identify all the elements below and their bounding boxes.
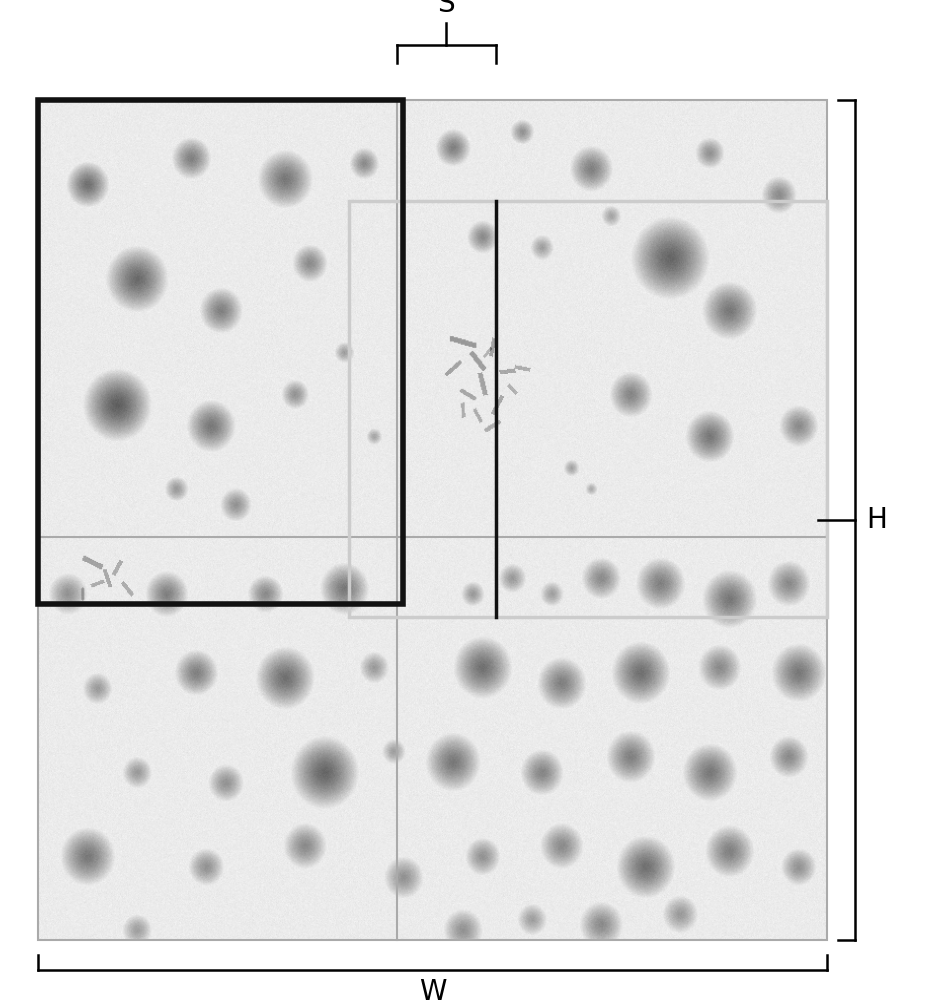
Text: S: S bbox=[437, 0, 455, 18]
Bar bbox=[38, 100, 827, 940]
Bar bbox=[38, 100, 403, 604]
Text: W: W bbox=[418, 978, 446, 1000]
Bar bbox=[350, 201, 827, 617]
Text: H: H bbox=[867, 506, 887, 534]
